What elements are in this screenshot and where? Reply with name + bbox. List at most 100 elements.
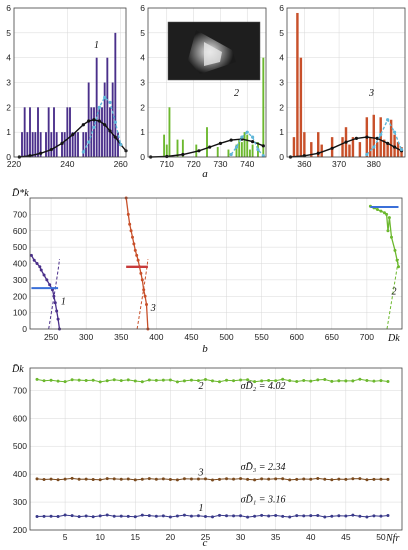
fit-point bbox=[379, 133, 383, 137]
hist-bar bbox=[176, 139, 179, 157]
y-tick-label: 3 bbox=[6, 78, 11, 88]
fit-point bbox=[372, 145, 376, 149]
curve-point bbox=[53, 301, 57, 305]
hist-bar bbox=[106, 57, 109, 157]
hist-bar bbox=[31, 132, 34, 157]
y-tick-label: 600 bbox=[13, 226, 27, 236]
y-tick-label: 300 bbox=[13, 275, 27, 285]
dashed-fit bbox=[48, 258, 60, 330]
hist-bar bbox=[66, 107, 69, 157]
series-label: 3 bbox=[150, 303, 156, 314]
curve-point bbox=[375, 207, 379, 211]
y-tick-label: 4 bbox=[140, 53, 145, 63]
x-tick-label: 35 bbox=[271, 532, 281, 542]
hist-bar bbox=[238, 139, 241, 157]
x-tick-label: 50 bbox=[376, 532, 386, 542]
hist-bar bbox=[77, 132, 79, 157]
y-tick-label: 4 bbox=[6, 53, 11, 63]
curve-point bbox=[145, 302, 149, 306]
hist-bar bbox=[29, 107, 31, 157]
dashed-fit bbox=[136, 258, 149, 330]
x-axis-title: Nfr bbox=[385, 533, 399, 544]
x-tick-label: 370 bbox=[332, 159, 346, 169]
hist-bar bbox=[103, 82, 106, 157]
fit-point bbox=[208, 145, 212, 149]
hist-bar bbox=[101, 107, 103, 157]
fit-point bbox=[87, 119, 91, 123]
series-label: 2 bbox=[391, 287, 396, 298]
hist-bar bbox=[235, 144, 238, 157]
hist-bar bbox=[243, 132, 246, 157]
curve-point bbox=[393, 248, 397, 252]
curve-point bbox=[35, 262, 39, 265]
hist-bar bbox=[111, 82, 114, 157]
y-tick-label: 700 bbox=[13, 385, 27, 395]
hist-bar bbox=[262, 57, 265, 157]
hist-bar bbox=[34, 132, 37, 157]
fit-point bbox=[250, 140, 255, 144]
curve-point bbox=[38, 265, 42, 269]
fit-point bbox=[119, 142, 123, 147]
hist-bar bbox=[358, 142, 362, 157]
curve-point bbox=[379, 209, 383, 213]
fit-curve bbox=[366, 118, 403, 155]
panel-c: 200 300 400 500 600 700 5 10 15 20 25 30 35 40 45 50 2 σD… bbox=[11, 363, 403, 544]
y-tick-label: 6 bbox=[140, 3, 145, 13]
hist-bar bbox=[163, 134, 166, 157]
fit-point bbox=[92, 125, 96, 129]
hist-bar bbox=[90, 107, 93, 157]
fit-point bbox=[399, 147, 404, 152]
y-tick-label: 700 bbox=[13, 209, 27, 219]
curve-point bbox=[130, 235, 134, 239]
curve-point bbox=[32, 258, 36, 262]
y-tick-label: 6 bbox=[279, 3, 284, 13]
x-tick-label: 550 bbox=[255, 332, 269, 342]
curve-point bbox=[39, 268, 43, 272]
hist-bar bbox=[165, 144, 168, 157]
plot-frame bbox=[29, 197, 403, 330]
fit-point bbox=[234, 145, 239, 149]
figure-label-b: b bbox=[202, 343, 208, 355]
hist-bar bbox=[303, 132, 306, 157]
fit-point bbox=[71, 133, 75, 137]
x-tick-label: 710 bbox=[160, 159, 174, 169]
figure-label-a: a bbox=[202, 168, 208, 180]
curve-series-3 bbox=[125, 197, 149, 330]
hist-bar bbox=[382, 139, 386, 157]
curve-series-2 bbox=[370, 205, 400, 267]
fit-point bbox=[97, 105, 101, 109]
fit-point bbox=[97, 119, 101, 123]
hist-bar bbox=[55, 132, 58, 157]
curve-point bbox=[29, 253, 33, 257]
hist-bar bbox=[26, 132, 29, 157]
fit-point bbox=[229, 138, 233, 142]
curve-point bbox=[139, 271, 143, 275]
series-label: 1 bbox=[61, 296, 66, 307]
y-tick-label: 0 bbox=[22, 324, 27, 334]
y-tick-label: 3 bbox=[279, 78, 284, 88]
plot-frame bbox=[13, 7, 127, 158]
x-tick-label: 500 bbox=[219, 332, 233, 342]
hist-bar bbox=[227, 149, 230, 157]
x-tick-label: 30 bbox=[236, 532, 246, 542]
x-tick-label: 650 bbox=[325, 332, 339, 342]
hist-bar bbox=[45, 132, 47, 157]
series-label: 1 bbox=[94, 40, 99, 51]
x-tick-label: 720 bbox=[186, 159, 200, 169]
curve-point bbox=[389, 235, 393, 239]
fit-point bbox=[365, 135, 369, 139]
hist-bar bbox=[386, 144, 389, 157]
inset-highlight bbox=[204, 42, 222, 66]
y-tick-label: 200 bbox=[13, 525, 27, 535]
y-tick-label: 1 bbox=[6, 127, 11, 137]
hist-bar bbox=[296, 12, 299, 158]
sigma-label: σD̄₁ = 3.16 bbox=[241, 494, 286, 506]
inset-image bbox=[167, 21, 261, 81]
hist-bar bbox=[206, 127, 208, 157]
hist-bar bbox=[389, 119, 393, 157]
y-tick-label: 500 bbox=[13, 441, 27, 451]
hist-bar bbox=[50, 132, 53, 157]
y-tick-label: 5 bbox=[140, 28, 145, 38]
curve-point bbox=[45, 278, 49, 282]
x-tick-label: 700 bbox=[360, 332, 374, 342]
